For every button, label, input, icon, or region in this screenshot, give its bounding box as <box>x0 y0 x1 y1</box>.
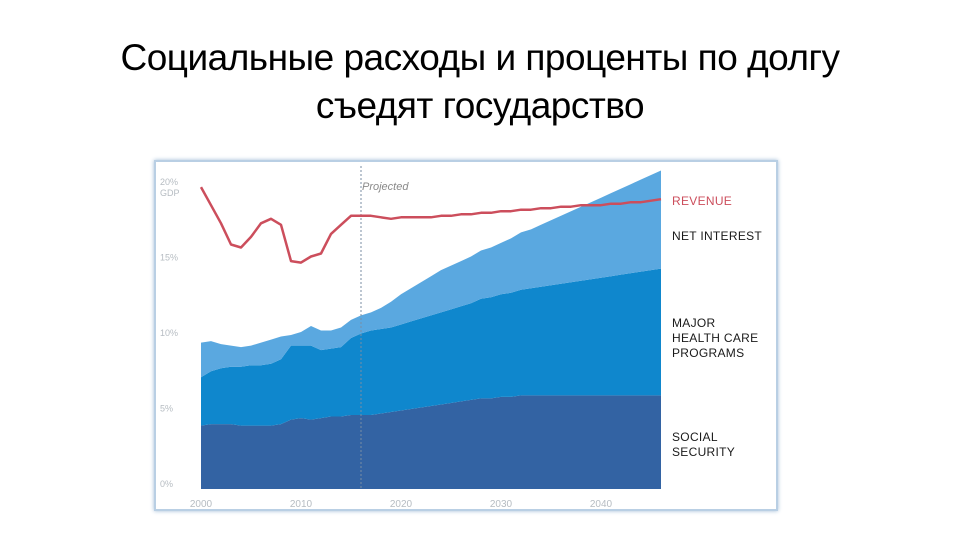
area-major-health-care-programs <box>201 268 661 426</box>
y-tick-label: 10% <box>160 328 178 338</box>
line-layer <box>199 166 662 489</box>
x-tick-label: 2020 <box>390 499 413 509</box>
x-tick-label: 2040 <box>590 499 613 509</box>
area-layer <box>201 170 661 489</box>
legend-label-major-health-care-programs: MAJOR <box>672 316 716 330</box>
y-tick-label: 0% <box>160 479 173 489</box>
y-tick-label: GDP <box>160 188 180 198</box>
x-tick-label: 2030 <box>490 499 513 509</box>
y-tick-label: 5% <box>160 404 173 414</box>
label-layer: Projected 0% 5% 10% 15% 20%GDP 2000 2010 2020 203… <box>160 177 762 509</box>
x-tick-label: 2010 <box>290 499 313 509</box>
y-tick-label: 20% <box>160 177 178 187</box>
legend-label-major-health-care-programs: HEALTH CARE <box>672 331 758 345</box>
stacked-area-chart: Projected 0% 5% 10% 15% 20%GDP 2000 2010 2020 203… <box>160 166 762 509</box>
legend-label-net-interest: NET INTEREST <box>672 229 762 243</box>
chart-frame: Projected 0% 5% 10% 15% 20% GDP 2000 2010 2020 203… <box>154 160 778 511</box>
revenue-line <box>199 186 662 264</box>
legend-label-social-security: SOCIAL <box>672 430 718 444</box>
slide-title-line-2: съедят государство <box>315 85 645 126</box>
x-tick-label: 2000 <box>190 499 213 509</box>
slide-title: Социальные расходы и проценты по долгу с… <box>0 34 960 130</box>
projected-label: Projected <box>362 181 409 193</box>
legend-label-social-security: SECURITY <box>672 445 735 459</box>
legend-label-major-health-care-programs: PROGRAMS <box>672 346 744 360</box>
area-social-security <box>201 395 661 489</box>
y-tick-label: 15% <box>160 253 178 263</box>
slide-title-line-1: Социальные расходы и проценты по долгу <box>120 37 840 78</box>
legend-label-revenue: REVENUE <box>672 194 732 208</box>
area-net-interest <box>201 170 661 378</box>
